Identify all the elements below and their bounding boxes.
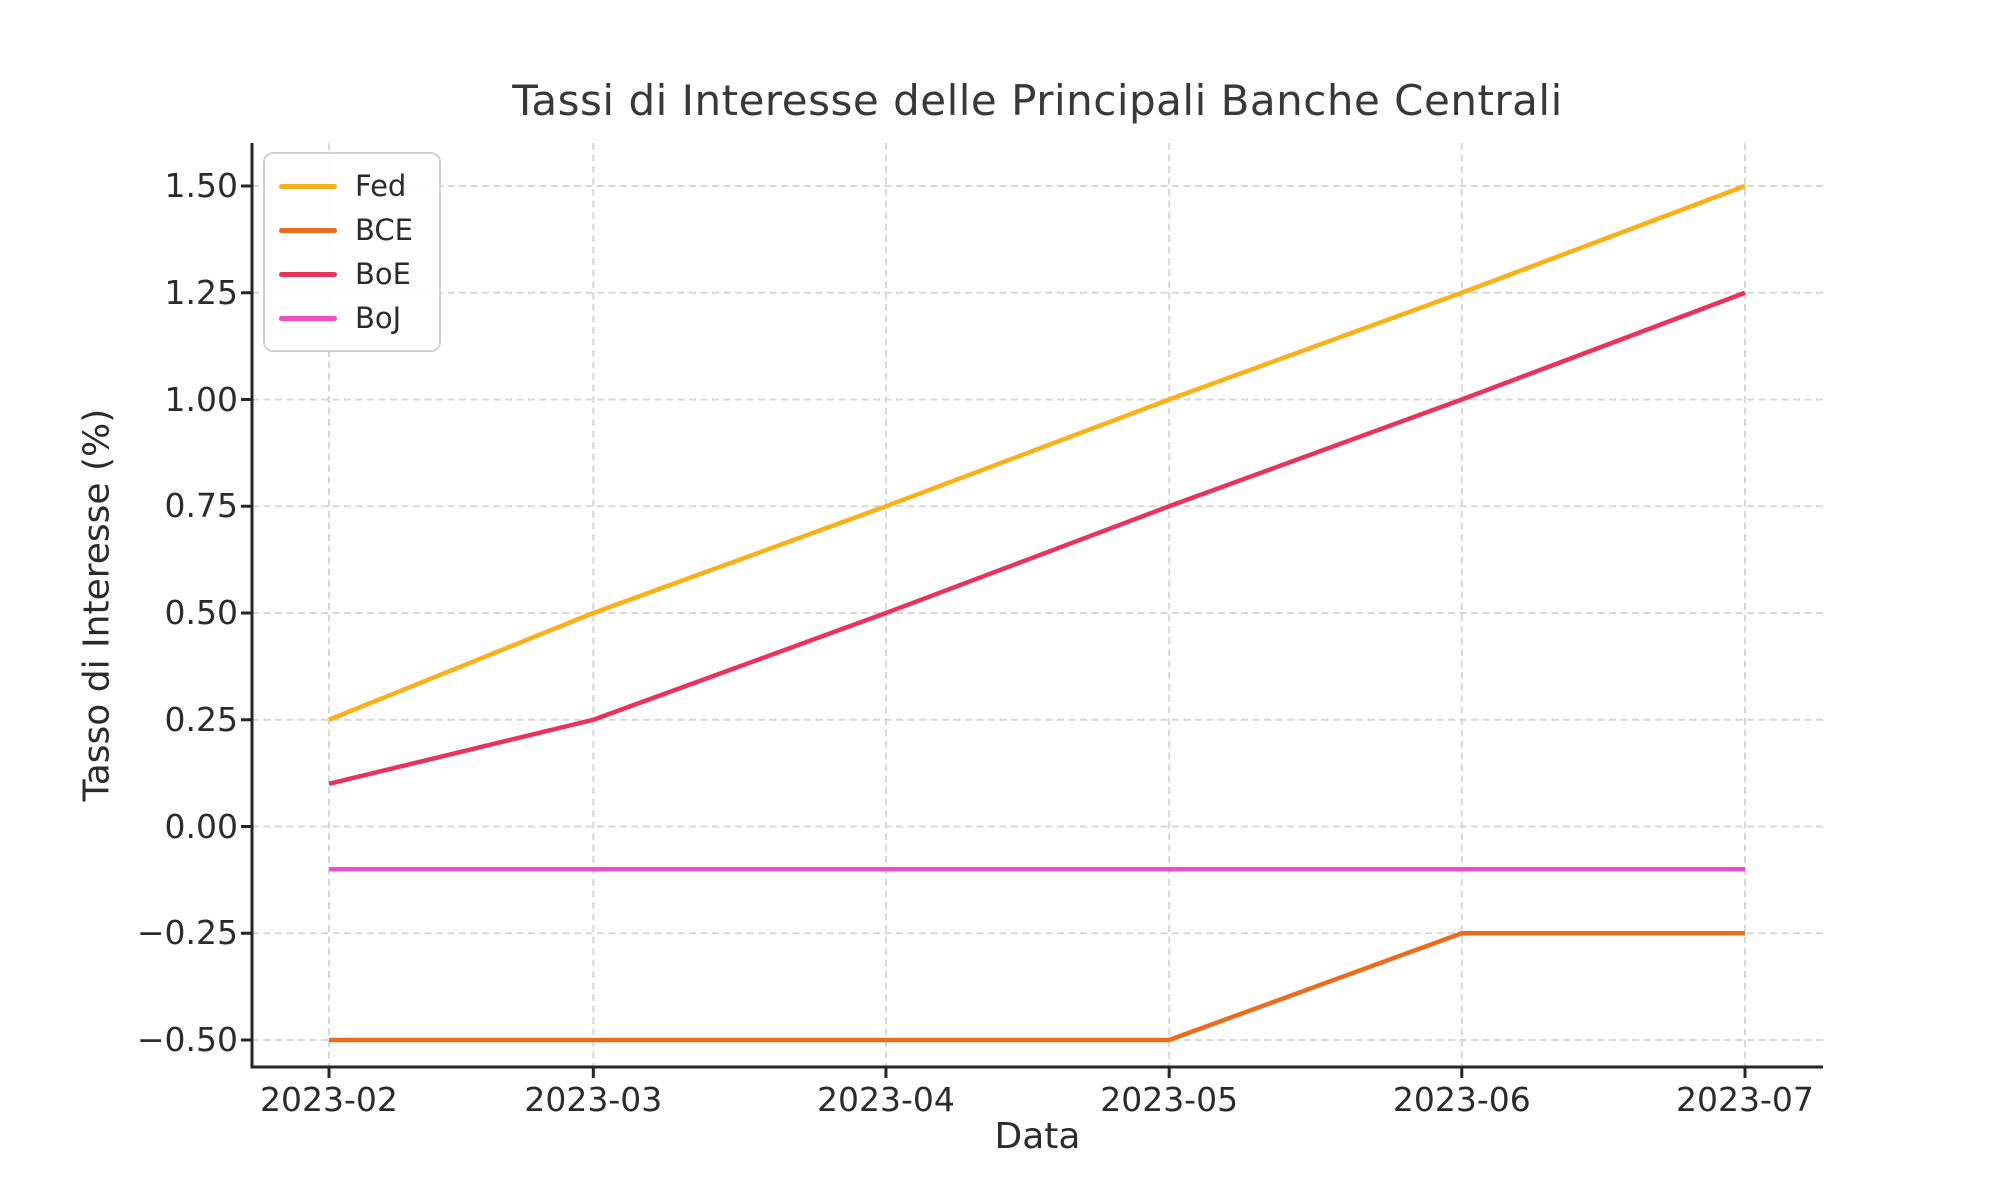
series-line-fed [328,183,1746,722]
legend-item-bce: BCE [279,208,413,252]
y-tick-label: 1.50 [164,166,238,205]
legend-swatch-boe [279,271,337,277]
x-tick-label: 2023-03 [524,1080,663,1119]
legend-swatch-fed [279,183,337,189]
y-tick-label: 1.25 [164,272,238,312]
legend-item-boe: BoE [279,252,413,296]
y-tick-label: 0.25 [164,699,238,739]
x-axis-label: Data [994,1116,1081,1157]
legend-item-boj: BoJ [279,296,413,340]
x-tick-label: 2023-06 [1392,1080,1531,1119]
y-tick-label: −0.25 [136,913,238,953]
y-tick-label: 1.00 [164,379,238,419]
y-tick-label: 0.75 [164,486,238,526]
y-tick-label: 0.50 [164,593,238,632]
y-tick-label: −0.50 [136,1020,238,1059]
chart-title: Tassi di Interesse delle Principali Banc… [512,76,1563,125]
x-tick-label: 2023-07 [1676,1080,1814,1119]
legend-label-fed: Fed [355,169,407,203]
y-tick-label: 0.00 [164,806,238,846]
legend-label-boe: BoE [355,257,411,291]
series-line-boe [328,290,1746,786]
x-tick-label: 2023-05 [1100,1080,1239,1119]
x-tick-label: 2023-02 [260,1080,398,1119]
legend-swatch-bce [279,227,337,233]
legend: Fed BCE BoE BoJ [263,152,441,352]
legend-label-boj: BoJ [355,301,402,335]
legend-item-fed: Fed [279,164,413,208]
legend-label-bce: BCE [355,213,413,247]
x-tick-label: 2023-04 [817,1080,955,1119]
series-line-bce [329,931,1745,1043]
legend-swatch-boj [279,315,337,321]
